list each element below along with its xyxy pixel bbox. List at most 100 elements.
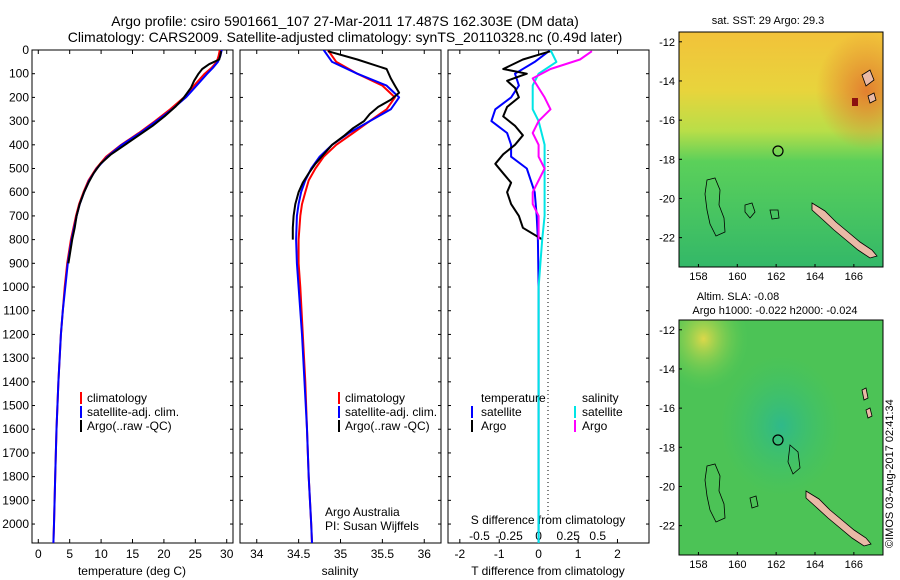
- sla-map-vanuatu-coast: [861, 387, 873, 419]
- depth-tick-label: 900: [9, 256, 29, 270]
- salinity-annotation-line1: Argo Australia: [325, 505, 400, 519]
- temperature-xlabel: temperature (deg C): [78, 564, 186, 578]
- x-tick-label: 1: [575, 547, 582, 561]
- copyright-timestamp: ©IMOS 03-Aug-2017 02:41:34: [884, 399, 896, 548]
- x-tick-label: 0: [535, 547, 542, 561]
- depth-tick-label: 100: [9, 67, 29, 81]
- map-y-tick-label: -22: [659, 233, 675, 245]
- depth-tick-label: 1700: [2, 446, 29, 460]
- temperature-climatology-line: [52, 50, 221, 543]
- x-tick-label: 34.5: [287, 547, 311, 561]
- map-x-tick-label: 166: [845, 271, 863, 283]
- salinity-legend: climatology satellite-adj. clim. Argo(..…: [325, 391, 437, 533]
- depth-tick-label: 300: [9, 114, 29, 128]
- map-x-tick-label: 158: [689, 271, 707, 283]
- x-tick-label: 20: [157, 547, 171, 561]
- map-x-tick-label: 162: [767, 271, 785, 283]
- sst-map-frame: [678, 31, 884, 268]
- depth-axis: 0 100 200 300 400 500 600 700 800 900 1000 1100 1200…: [2, 43, 35, 531]
- map-x-tick-label: 164: [806, 271, 824, 283]
- temperature-series: [52, 50, 223, 543]
- map-y-tick-label: -20: [659, 193, 675, 205]
- salinity-series: [291, 50, 401, 543]
- sst-map-hot-region: [679, 32, 883, 267]
- map-x-tick-label: 158: [689, 559, 707, 571]
- difference-legend-s-argo: Argo: [582, 419, 608, 433]
- depth-tick-label: 200: [9, 90, 29, 104]
- salinity-x-axis: 34 34.5 35 35.5 36: [240, 49, 441, 561]
- figure-title-line2: Climatology: CARS2009. Satellite-adjuste…: [68, 29, 623, 45]
- sla-map-chesterfield-outline: [749, 444, 801, 509]
- sst-map-chesterfield-outline: [744, 202, 780, 220]
- difference-t-satellite-line: [490, 50, 552, 543]
- difference-t-argo-line: [494, 50, 551, 241]
- sla-map-cool-region: [679, 320, 883, 555]
- depth-tick-label: 0: [22, 43, 29, 57]
- temperature-legend-argo: Argo(..raw -QC): [87, 419, 172, 433]
- map-y-tick-label: -22: [659, 521, 675, 533]
- temperature-satellite-line: [52, 50, 223, 543]
- map-x-tick-label: 160: [728, 559, 746, 571]
- x-tick-label: 5: [66, 547, 73, 561]
- difference-xlabel-bottom: T difference from climatology: [471, 564, 625, 578]
- temperature-legend: climatology satellite-adj. clim. Argo(..…: [80, 391, 179, 433]
- x-tick-label: 36: [418, 547, 432, 561]
- x-tick-label: 34: [250, 547, 264, 561]
- temperature-legend-satellite: satellite-adj. clim.: [87, 405, 179, 419]
- x-tick-label: -1: [494, 547, 505, 561]
- depth-tick-label: 1000: [2, 280, 29, 294]
- map-y-tick-label: -18: [659, 442, 675, 454]
- difference-xlabel-top: S difference from climatology: [471, 513, 626, 527]
- s-diff-tick-label: 0.5: [589, 529, 606, 543]
- salinity-panel-frame: [239, 49, 442, 544]
- sst-map-reef-outline: [704, 177, 726, 237]
- sla-map-reef-outline: [704, 463, 726, 523]
- salinity-legend-satellite: satellite-adj. clim.: [345, 405, 437, 419]
- x-tick-label: 35: [334, 547, 348, 561]
- map-x-tick-label: 160: [728, 271, 746, 283]
- depth-tick-label: 400: [9, 138, 29, 152]
- x-tick-label: 35.5: [371, 547, 395, 561]
- depth-tick-label: 1500: [2, 399, 29, 413]
- sla-map-title-line2: Argo h1000: -0.022 h2000: -0.024: [692, 305, 857, 317]
- salinity-argo-line: [291, 50, 401, 240]
- map-y-tick-label: -14: [659, 76, 675, 88]
- sst-map-vanuatu-coast: [861, 69, 877, 104]
- depth-tick-label: 1400: [2, 375, 29, 389]
- temperature-legend-climatology: climatology: [87, 391, 147, 405]
- temperature-x-axis: 0 5 10 15 20 25 30: [35, 49, 234, 561]
- sst-map-new-caledonia-coast: [811, 202, 878, 259]
- sla-map-frame: [678, 319, 884, 556]
- depth-tick-label: 1100: [3, 304, 29, 318]
- map-y-tick-label: -12: [659, 325, 675, 337]
- map-x-tick-label: 166: [845, 559, 863, 571]
- s-diff-tick-label: 0.25: [557, 529, 581, 543]
- temperature-panel-frame: [31, 49, 234, 544]
- difference-legend-t-satellite: satellite: [481, 405, 522, 419]
- sst-map-axes: 158 160 162 164 166 -12 -14 -16 -18 -20 -22: [659, 37, 863, 283]
- sla-map: Altim. SLA: -0.08 Argo h1000: -0.022 h20…: [659, 291, 884, 571]
- depth-tick-label: 1600: [2, 422, 29, 436]
- difference-x-axis: -2 -1 0 1 2-0.5 -0.25 0 0.25 0.5: [448, 49, 649, 561]
- figure-title-line1: Argo profile: csiro 5901661_107 27-Mar-2…: [111, 13, 578, 29]
- difference-legend-t-argo: Argo: [481, 419, 507, 433]
- x-tick-label: 30: [220, 547, 234, 561]
- map-x-tick-label: 164: [806, 559, 824, 571]
- depth-tick-label: 800: [9, 233, 29, 247]
- s-diff-tick-label: -0.25: [495, 529, 523, 543]
- salinity-annotation-line2: PI: Susan Wijffels: [325, 519, 419, 533]
- difference-legend: temperature satellite Argo salinity sate…: [471, 391, 623, 433]
- x-tick-label: 15: [126, 547, 140, 561]
- salinity-legend-climatology: climatology: [345, 391, 405, 405]
- salinity-legend-argo: Argo(..raw -QC): [345, 419, 430, 433]
- depth-tick-label: 600: [9, 185, 29, 199]
- x-tick-label: -2: [454, 547, 465, 561]
- map-x-tick-label: 162: [767, 559, 785, 571]
- map-y-tick-label: -12: [659, 37, 675, 49]
- sla-map-new-caledonia-coast: [805, 490, 872, 547]
- sla-map-argo-position-marker: [772, 434, 784, 446]
- temperature-argo-line: [67, 51, 223, 264]
- difference-panel-frame: [447, 49, 650, 544]
- depth-tick-label: 1200: [2, 327, 29, 341]
